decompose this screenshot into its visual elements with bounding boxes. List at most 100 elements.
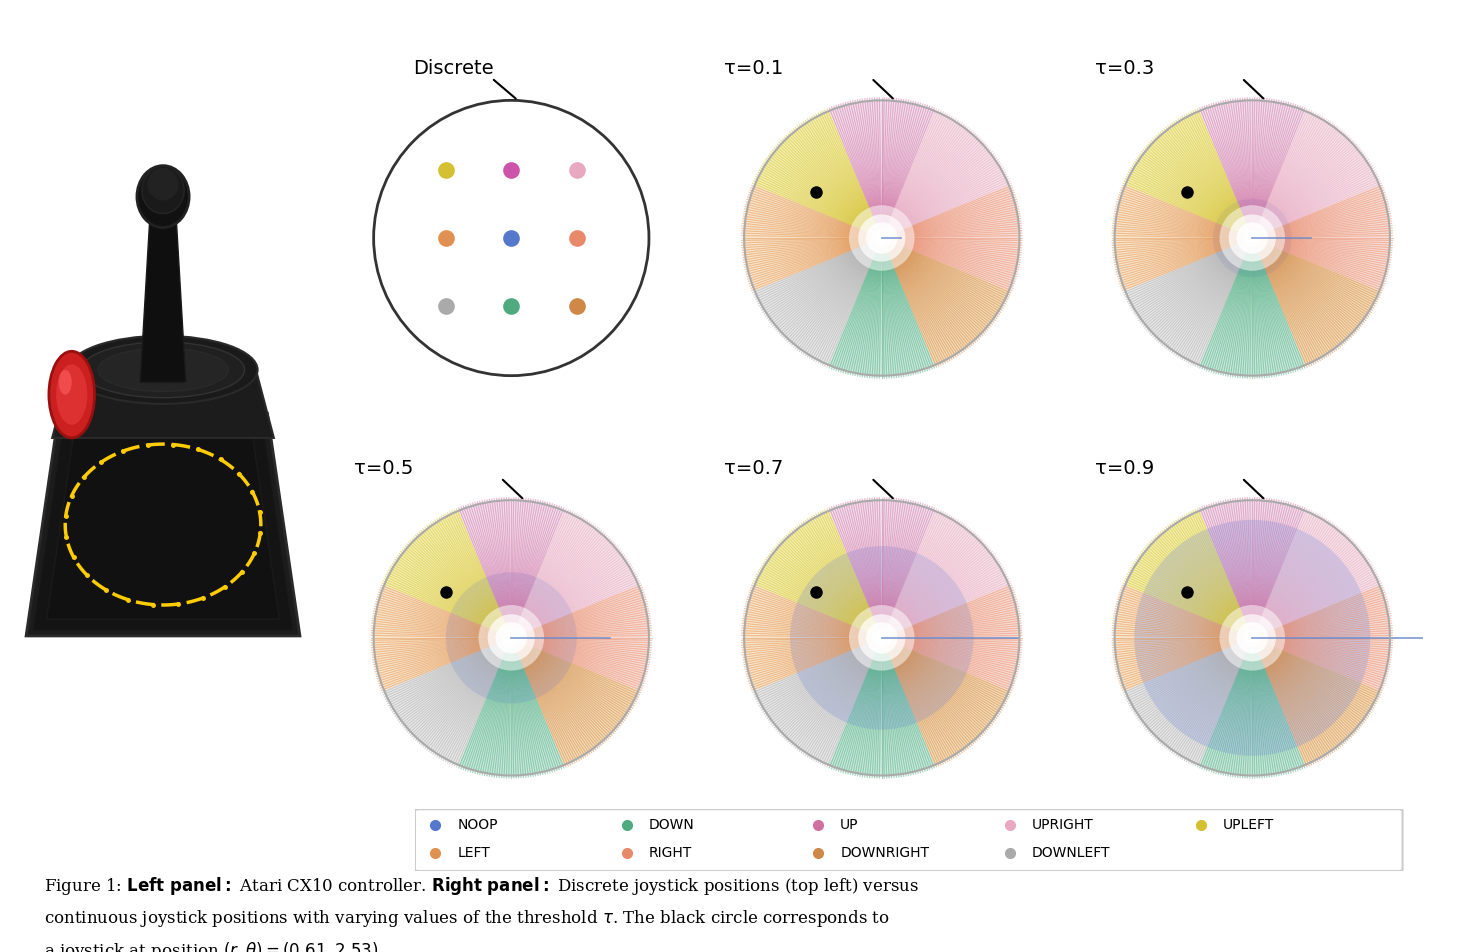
Wedge shape (828, 100, 935, 238)
Circle shape (868, 225, 895, 251)
Circle shape (858, 214, 906, 262)
Text: UPLEFT: UPLEFT (1223, 818, 1275, 832)
Wedge shape (1199, 100, 1306, 238)
Wedge shape (882, 238, 1009, 366)
Polygon shape (27, 413, 299, 636)
Wedge shape (1199, 238, 1306, 376)
Circle shape (1134, 520, 1371, 756)
Text: DOWNRIGHT: DOWNRIGHT (840, 845, 929, 860)
Circle shape (1246, 632, 1258, 644)
Wedge shape (882, 186, 1020, 290)
Wedge shape (882, 110, 1009, 238)
Wedge shape (1114, 186, 1252, 290)
Wedge shape (744, 186, 882, 290)
Circle shape (849, 206, 914, 270)
Wedge shape (754, 510, 882, 638)
Wedge shape (882, 638, 1009, 765)
Wedge shape (754, 238, 882, 366)
Circle shape (865, 622, 898, 654)
Wedge shape (511, 510, 639, 638)
Circle shape (59, 370, 71, 395)
Wedge shape (1114, 585, 1252, 690)
Text: τ=0.5: τ=0.5 (354, 459, 413, 478)
Circle shape (49, 351, 95, 438)
Circle shape (1246, 232, 1258, 244)
Circle shape (488, 614, 535, 662)
Text: LEFT: LEFT (458, 845, 491, 860)
Circle shape (505, 632, 517, 644)
Circle shape (479, 605, 544, 670)
Ellipse shape (98, 348, 228, 391)
Text: NOOP: NOOP (458, 818, 498, 832)
Polygon shape (33, 419, 293, 630)
Wedge shape (1252, 510, 1380, 638)
Circle shape (873, 628, 891, 647)
Ellipse shape (68, 336, 258, 404)
Polygon shape (46, 430, 280, 619)
Wedge shape (1125, 238, 1252, 366)
Circle shape (790, 546, 974, 729)
Circle shape (1243, 628, 1261, 647)
Circle shape (446, 572, 576, 704)
Circle shape (873, 228, 891, 248)
Circle shape (1236, 222, 1269, 254)
Wedge shape (1252, 638, 1380, 765)
Text: Figure 1: $\mathbf{Left\ panel:}$ Atari CX10 controller. $\mathbf{Right\ panel:}: Figure 1: $\mathbf{Left\ panel:}$ Atari … (44, 875, 919, 952)
Wedge shape (511, 638, 639, 765)
Wedge shape (744, 585, 882, 690)
Ellipse shape (82, 342, 245, 398)
Wedge shape (1252, 238, 1380, 366)
Text: UP: UP (840, 818, 858, 832)
Circle shape (1229, 214, 1276, 262)
Ellipse shape (136, 166, 190, 228)
Wedge shape (828, 500, 935, 638)
Circle shape (1229, 614, 1276, 662)
Circle shape (502, 628, 520, 647)
Circle shape (1212, 199, 1292, 277)
Text: τ=0.1: τ=0.1 (725, 59, 784, 78)
Wedge shape (1252, 186, 1390, 290)
Circle shape (849, 605, 914, 670)
Wedge shape (754, 110, 882, 238)
Wedge shape (1252, 110, 1380, 238)
Wedge shape (1125, 510, 1252, 638)
Text: τ=0.7: τ=0.7 (725, 459, 784, 478)
Circle shape (865, 222, 898, 254)
Wedge shape (1199, 500, 1306, 638)
Text: DOWNLEFT: DOWNLEFT (1031, 845, 1110, 860)
Text: τ=0.3: τ=0.3 (1095, 59, 1154, 78)
Wedge shape (828, 638, 935, 776)
Wedge shape (1199, 638, 1306, 776)
Circle shape (55, 364, 87, 426)
Wedge shape (373, 585, 511, 690)
Circle shape (1243, 228, 1261, 248)
Text: Discrete: Discrete (413, 59, 494, 78)
Text: τ=0.9: τ=0.9 (1095, 459, 1154, 478)
Wedge shape (1125, 638, 1252, 765)
Text: DOWN: DOWN (649, 818, 695, 832)
Wedge shape (458, 638, 565, 776)
Wedge shape (384, 510, 511, 638)
Wedge shape (754, 638, 882, 765)
Circle shape (858, 614, 906, 662)
Wedge shape (882, 585, 1020, 690)
Circle shape (1220, 605, 1285, 670)
Wedge shape (828, 238, 935, 376)
Wedge shape (458, 500, 565, 638)
Wedge shape (1252, 585, 1390, 690)
Wedge shape (384, 638, 511, 765)
Wedge shape (882, 510, 1009, 638)
Text: RIGHT: RIGHT (649, 845, 692, 860)
FancyBboxPatch shape (415, 809, 1402, 871)
Circle shape (1236, 622, 1269, 654)
Wedge shape (511, 585, 649, 690)
Wedge shape (1125, 110, 1252, 238)
Circle shape (495, 622, 528, 654)
Text: UPRIGHT: UPRIGHT (1031, 818, 1094, 832)
Circle shape (876, 632, 888, 644)
Circle shape (1220, 206, 1285, 270)
Polygon shape (52, 364, 274, 438)
Ellipse shape (142, 168, 184, 213)
Polygon shape (141, 215, 185, 383)
Ellipse shape (147, 168, 179, 201)
